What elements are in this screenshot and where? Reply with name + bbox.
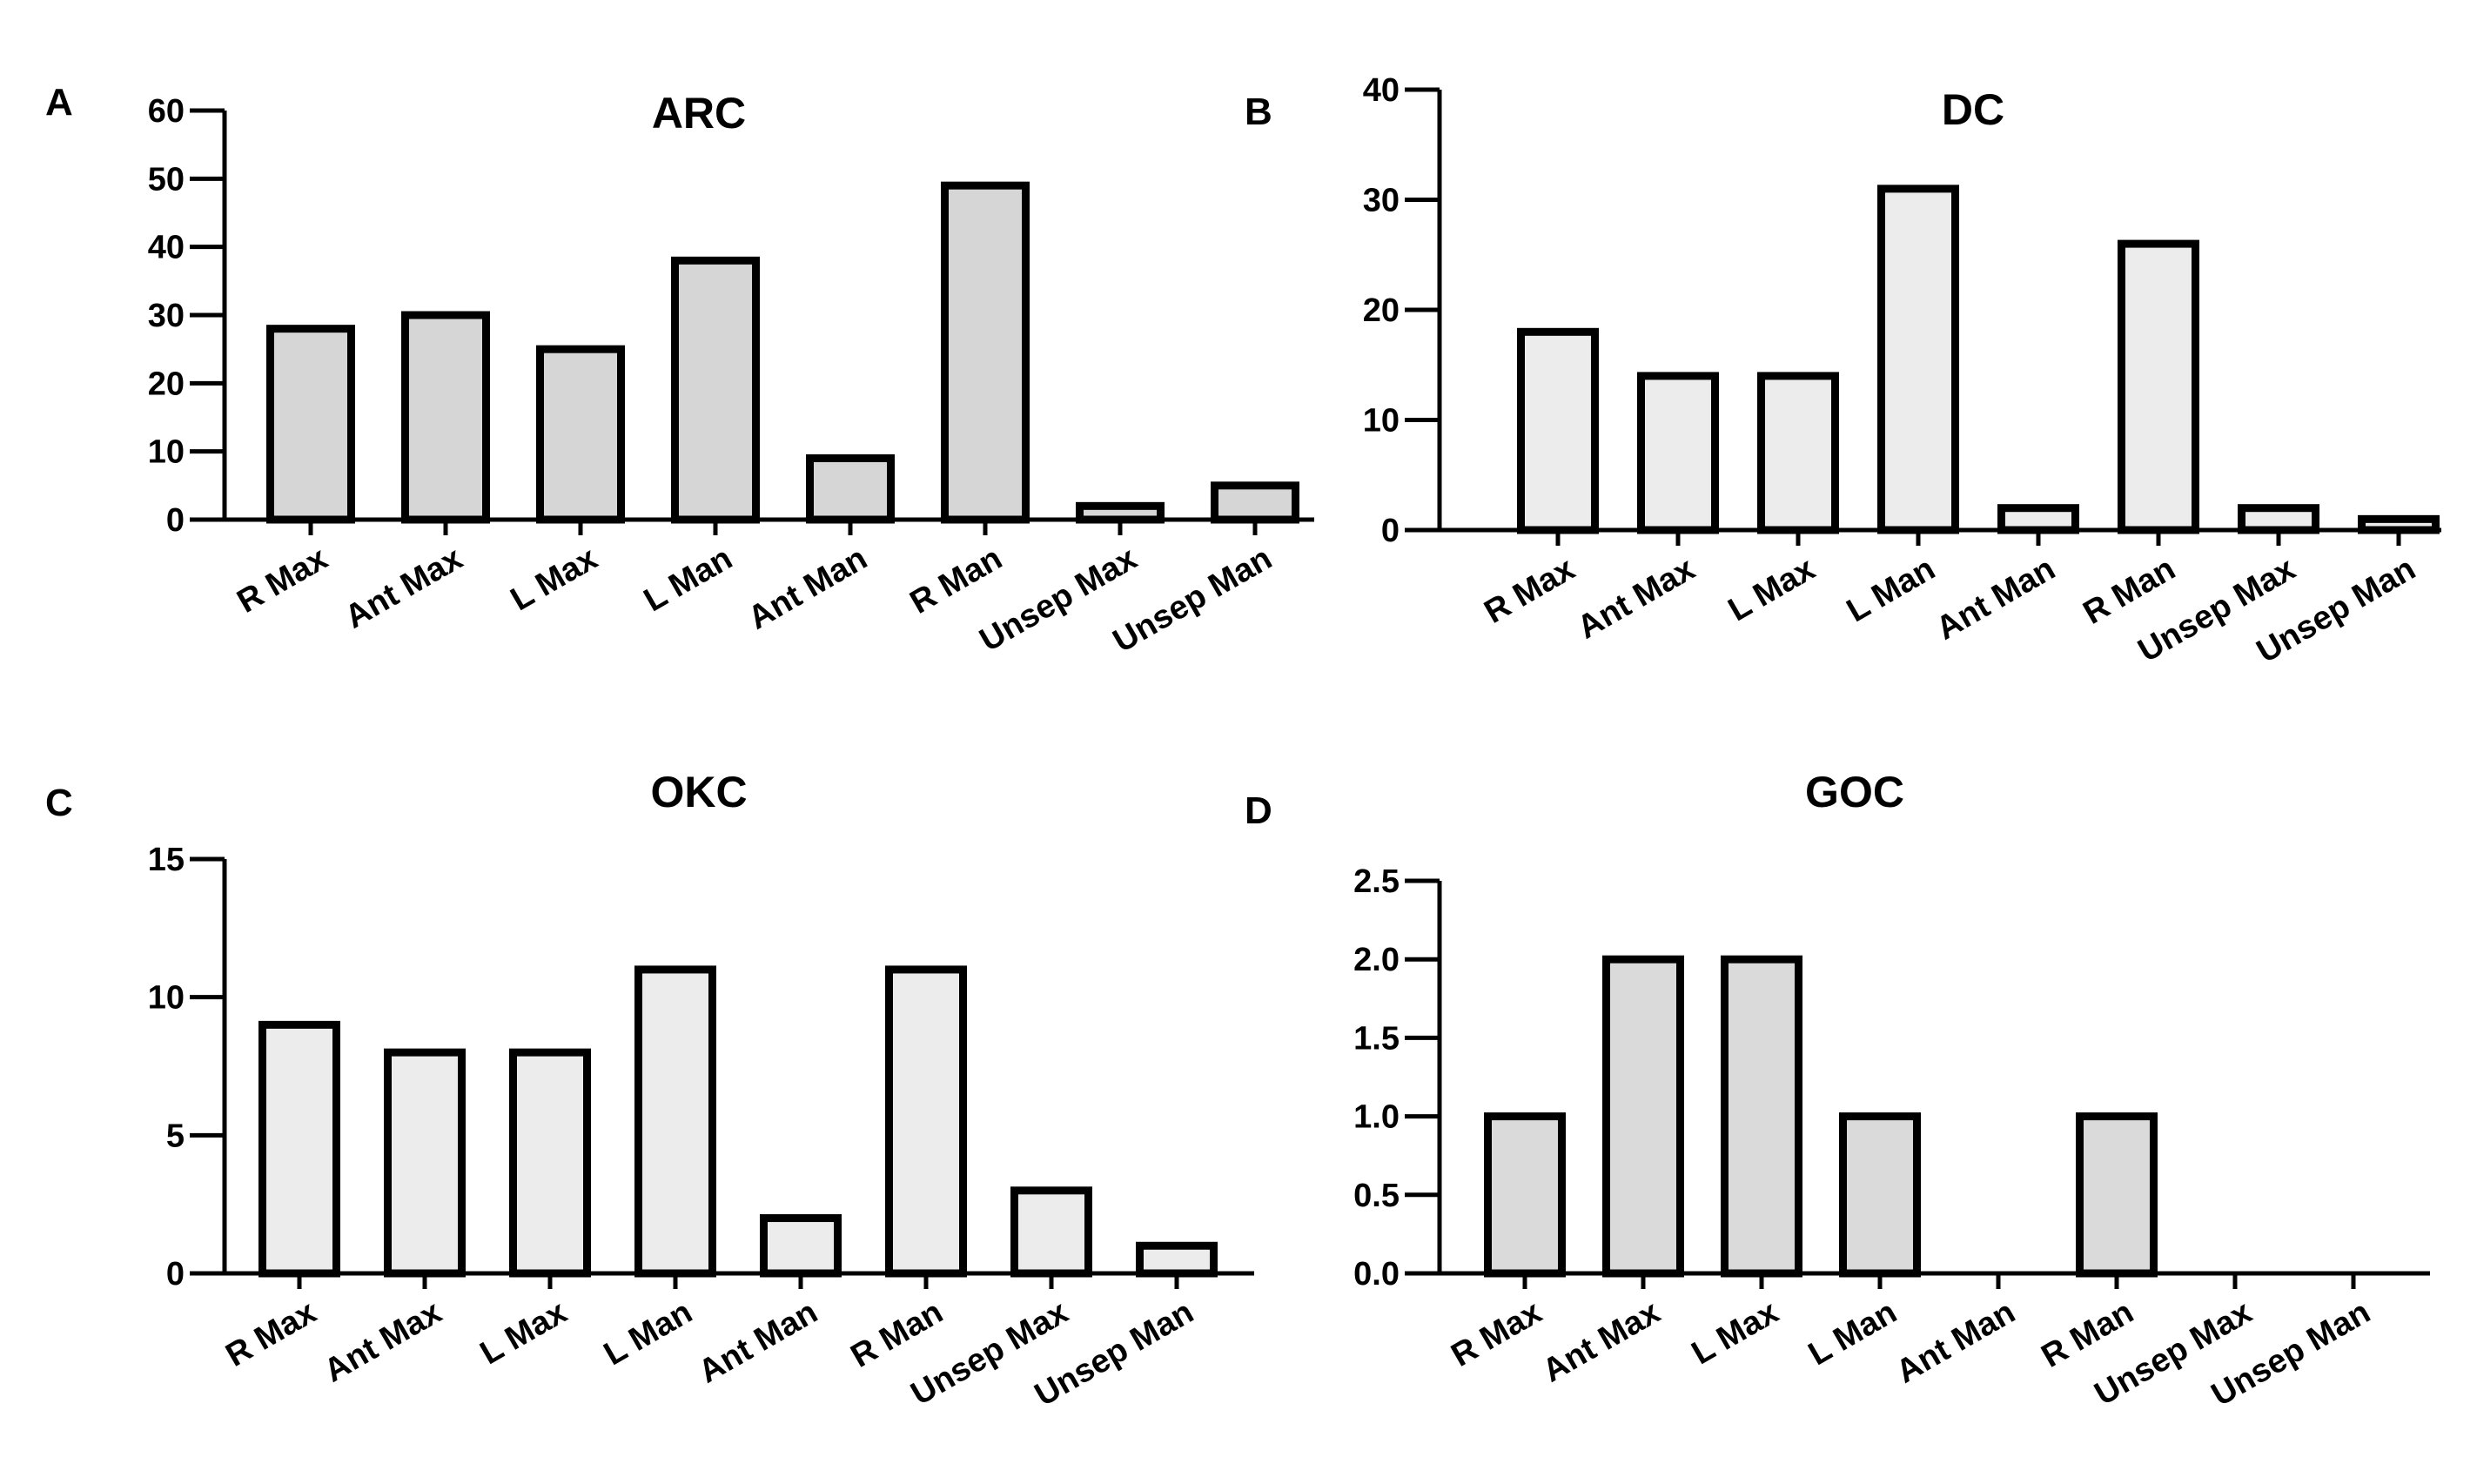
- y-tick-label-dc-3: 30: [1363, 183, 1400, 219]
- chart-title-okc: OKC: [650, 768, 747, 816]
- bar-okc-r-man: [885, 965, 967, 1278]
- bar-goc-l-man: [1839, 1112, 1921, 1278]
- x-tick-label-goc-ant-man: Ant Man: [1890, 1293, 2022, 1390]
- x-tick-label-dc-l-man: L Man: [1841, 550, 1941, 629]
- bar-arc-ant-man: [806, 454, 895, 524]
- chart-title-arc: ARC: [652, 89, 746, 138]
- chart-title-goc: GOC: [1805, 768, 1904, 816]
- y-tick-label-goc-2: 1.0: [1353, 1099, 1400, 1136]
- y-tick-label-arc-0: 0: [166, 502, 185, 539]
- panel-letter-d: D: [1245, 789, 1272, 832]
- bar-dc-unsep-max: [2238, 504, 2319, 534]
- x-tick-label-okc-r-max: R Max: [220, 1293, 323, 1373]
- y-tick-label-arc-5: 50: [148, 161, 185, 198]
- y-tick-label-goc-4: 2.0: [1353, 942, 1400, 978]
- x-tick-label-okc-ant-man: Ant Man: [693, 1293, 824, 1390]
- y-tick-label-arc-4: 40: [148, 230, 185, 266]
- bar-okc-unsep-max: [1010, 1186, 1092, 1278]
- y-tick-label-goc-5: 2.5: [1353, 863, 1400, 900]
- x-tick-label-okc-r-man: R Man: [845, 1293, 950, 1374]
- x-tick-label-goc-l-max: L Max: [1686, 1293, 1785, 1372]
- bar-dc-ant-man: [1997, 504, 2079, 534]
- bar-arc-unsep-man: [1211, 481, 1299, 524]
- x-tick-label-goc-r-max: R Max: [1446, 1293, 1548, 1373]
- y-tick-label-okc-1: 5: [166, 1118, 185, 1154]
- y-tick-label-okc-3: 15: [148, 842, 185, 878]
- x-tick-label-okc-ant-max: Ant Max: [319, 1293, 448, 1389]
- bar-okc-ant-man: [760, 1214, 842, 1278]
- x-tick-label-arc-ant-man: Ant Man: [742, 540, 874, 636]
- y-tick-label-goc-3: 1.5: [1353, 1020, 1400, 1057]
- x-tick-label-okc-l-man: L Man: [598, 1293, 698, 1373]
- bar-dc-l-man: [1877, 185, 1959, 534]
- bar-arc-r-man: [941, 181, 1030, 524]
- panel-letter-b: B: [1245, 91, 1272, 133]
- y-tick-label-dc-2: 20: [1363, 292, 1400, 329]
- bar-goc-r-max: [1484, 1112, 1566, 1278]
- chart-title-dc: DC: [1942, 85, 2004, 134]
- bar-dc-ant-max: [1637, 372, 1719, 534]
- y-tick-label-arc-3: 30: [148, 298, 185, 334]
- y-tick-label-arc-1: 10: [148, 434, 185, 471]
- y-tick-label-okc-0: 0: [166, 1256, 185, 1293]
- bar-okc-r-max: [258, 1020, 340, 1278]
- x-tick-label-arc-l-max: L Max: [505, 540, 604, 618]
- bar-dc-r-man: [2118, 239, 2199, 534]
- x-tick-label-arc-ant-max: Ant Max: [339, 540, 469, 635]
- panel-a: A ARC 0 10 20 30 40 50 60 R Max Ant Max L Max L Ma…: [45, 81, 1314, 660]
- x-tick-label-arc-r-man: R Man: [904, 540, 1009, 621]
- bar-okc-unsep-man: [1136, 1241, 1218, 1278]
- y-tick-label-dc-4: 40: [1363, 72, 1400, 109]
- bar-okc-l-max: [509, 1048, 591, 1278]
- bar-arc-l-max: [536, 345, 625, 524]
- bar-arc-ant-max: [401, 311, 490, 524]
- y-tick-label-goc-0: 0.0: [1353, 1256, 1400, 1293]
- y-tick-label-okc-2: 10: [148, 980, 185, 1017]
- bar-goc-r-man: [2076, 1112, 2158, 1278]
- x-tick-label-goc-ant-max: Ant Max: [1537, 1293, 1667, 1389]
- x-tick-label-okc-l-max: L Max: [474, 1293, 574, 1372]
- bar-dc-r-max: [1517, 327, 1599, 534]
- bar-goc-l-max: [1721, 955, 1802, 1278]
- y-tick-label-arc-6: 60: [148, 93, 185, 130]
- y-tick-label-arc-2: 20: [148, 366, 185, 402]
- bar-okc-l-man: [634, 965, 716, 1278]
- x-tick-label-arc-l-man: L Man: [638, 540, 738, 619]
- x-tick-label-dc-ant-man: Ant Man: [1930, 550, 2062, 647]
- panel-letter-a: A: [45, 81, 73, 124]
- bar-okc-ant-max: [384, 1048, 466, 1278]
- bar-arc-r-max: [266, 325, 355, 524]
- y-tick-label-dc-1: 10: [1363, 403, 1400, 440]
- x-tick-label-goc-l-man: L Man: [1802, 1293, 1903, 1373]
- bar-arc-l-man: [671, 256, 760, 524]
- x-tick-label-dc-l-max: L Max: [1722, 550, 1822, 628]
- bar-goc-ant-max: [1602, 955, 1684, 1278]
- x-tick-label-dc-r-max: R Max: [1479, 550, 1581, 630]
- x-tick-label-dc-ant-max: Ant Max: [1572, 550, 1702, 646]
- y-tick-label-dc-0: 0: [1381, 513, 1400, 549]
- panel-letter-c: C: [45, 782, 73, 824]
- bar-dc-l-max: [1757, 372, 1839, 534]
- y-tick-label-goc-1: 0.5: [1353, 1178, 1400, 1214]
- x-tick-label-arc-r-max: R Max: [232, 540, 334, 620]
